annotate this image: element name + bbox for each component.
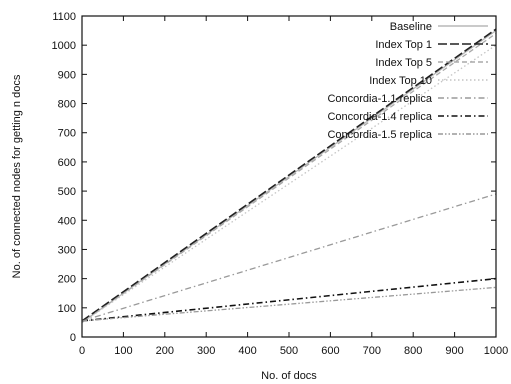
y-tick-label: 300 <box>58 244 76 256</box>
series-line-3 <box>81 32 497 323</box>
series-line-5 <box>81 193 497 322</box>
legend-label-6: Concordia-1.4 replica <box>327 111 432 123</box>
x-tick-label: 0 <box>79 345 85 357</box>
x-tick-label: 300 <box>197 345 215 357</box>
series-layer <box>81 28 497 323</box>
x-tick-label: 100 <box>114 345 132 357</box>
legend-label-2: Index Top 1 <box>375 39 432 51</box>
y-tick-label: 1000 <box>52 40 76 52</box>
y-tick-label: 800 <box>58 99 76 111</box>
x-tick-label: 900 <box>445 345 463 357</box>
y-tick-label: 700 <box>58 128 76 140</box>
legend-label-1: Baseline <box>390 21 432 33</box>
x-tick-label: 1000 <box>484 345 508 357</box>
y-tick-label: 500 <box>58 186 76 198</box>
y-tick-label: 100 <box>58 303 76 315</box>
legend-label-5: Concordia-1.1 replica <box>327 93 432 105</box>
legend-label-7: Concordia-1.5 replica <box>327 129 432 141</box>
x-tick-label: 700 <box>363 345 381 357</box>
legend-label-3: Index Top 5 <box>375 57 432 69</box>
y-tick-label: 600 <box>58 157 76 169</box>
legend: Baseline Index Top 1 Index Top 5 Index Top … <box>327 21 488 141</box>
y-tick-label: 0 <box>70 332 76 344</box>
y-tick-label: 1100 <box>52 11 76 23</box>
x-tick-label: 600 <box>321 345 339 357</box>
y-axis-title: No. of connected nodes for getting n doc… <box>11 74 23 278</box>
ticks-layer: 0 100 200 300 400 500 600 700 800 900 1000 0 100 200 3… <box>52 11 509 357</box>
y-tick-label: 900 <box>58 69 76 81</box>
series-line-2 <box>81 28 497 322</box>
series-line-6 <box>81 277 497 322</box>
series-line-4 <box>81 44 497 323</box>
x-tick-label: 500 <box>280 345 298 357</box>
x-tick-label: 800 <box>404 345 422 357</box>
y-tick-label: 200 <box>58 274 76 286</box>
series-line-7 <box>81 286 497 322</box>
x-tick-label: 200 <box>156 345 174 357</box>
legend-label-4: Index Top 10 <box>369 75 432 87</box>
y-tick-label: 400 <box>58 215 76 227</box>
x-axis-title: No. of docs <box>261 370 317 382</box>
x-tick-label: 400 <box>238 345 256 357</box>
